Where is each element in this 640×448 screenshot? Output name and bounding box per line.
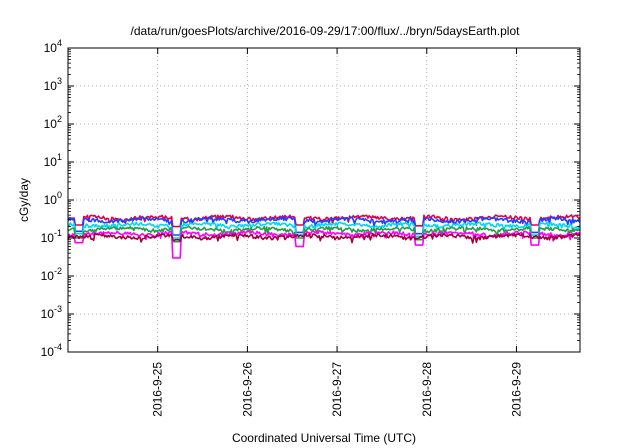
y-axis-title: cGy/day bbox=[17, 178, 31, 222]
x-tick-label: 2016-9-28 bbox=[420, 362, 434, 417]
x-tick-label: 2016-9-25 bbox=[151, 362, 165, 417]
grid-lines bbox=[68, 48, 580, 352]
series-lines bbox=[67, 214, 581, 259]
y-tick-label: 101 bbox=[44, 152, 62, 169]
y-tick-label: 10-1 bbox=[41, 228, 62, 245]
series-line bbox=[67, 216, 581, 236]
y-tick-label: 10-3 bbox=[41, 304, 62, 321]
x-tick-labels: 2016-9-25 2016-9-26 2016-9-27 2016-9-28 2016… bbox=[151, 362, 524, 417]
plot-frame bbox=[67, 47, 581, 353]
plot-border bbox=[67, 47, 581, 353]
y-tick-label: 102 bbox=[44, 114, 62, 131]
y-tick-label: 103 bbox=[44, 76, 62, 93]
chart-title: /data/run/goesPlots/archive/2016-09-29/1… bbox=[131, 24, 521, 38]
series-line bbox=[67, 232, 581, 244]
series-line bbox=[67, 221, 581, 239]
x-tick-label: 2016-9-29 bbox=[509, 362, 523, 417]
y-tick-labels: 10-4 10-3 10-2 10-1 100 101 102 103 104 bbox=[41, 38, 62, 359]
series-line bbox=[67, 214, 581, 228]
y-tick-label: 100 bbox=[44, 190, 62, 207]
x-tick-label: 2016-9-27 bbox=[330, 362, 344, 417]
y-tick-label: 10-2 bbox=[41, 266, 62, 283]
x-axis-title: Coordinated Universal Time (UTC) bbox=[232, 431, 416, 445]
x-tick-label: 2016-9-26 bbox=[240, 362, 254, 417]
y-tick-label: 10-4 bbox=[41, 342, 62, 359]
series-line bbox=[67, 225, 581, 243]
y-tick-label: 104 bbox=[44, 38, 62, 55]
